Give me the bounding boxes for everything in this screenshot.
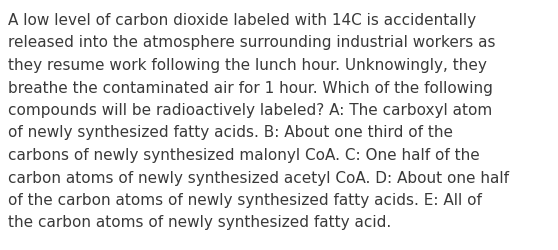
Text: they resume work following the lunch hour. Unknowingly, they: they resume work following the lunch hou… xyxy=(8,58,487,73)
Text: carbons of newly synthesized malonyl CoA. C: One half of the: carbons of newly synthesized malonyl CoA… xyxy=(8,148,480,162)
Text: compounds will be radioactively labeled? A: The carboxyl atom: compounds will be radioactively labeled?… xyxy=(8,102,492,118)
Text: of the carbon atoms of newly synthesized fatty acids. E: All of: of the carbon atoms of newly synthesized… xyxy=(8,192,482,207)
Text: of newly synthesized fatty acids. B: About one third of the: of newly synthesized fatty acids. B: Abo… xyxy=(8,125,453,140)
Text: the carbon atoms of newly synthesized fatty acid.: the carbon atoms of newly synthesized fa… xyxy=(8,215,391,230)
Text: carbon atoms of newly synthesized acetyl CoA. D: About one half: carbon atoms of newly synthesized acetyl… xyxy=(8,170,509,185)
Text: released into the atmosphere surrounding industrial workers as: released into the atmosphere surrounding… xyxy=(8,35,496,50)
Text: breathe the contaminated air for 1 hour. Which of the following: breathe the contaminated air for 1 hour.… xyxy=(8,80,493,95)
Text: A low level of carbon dioxide labeled with 14C is accidentally: A low level of carbon dioxide labeled wi… xyxy=(8,13,476,28)
